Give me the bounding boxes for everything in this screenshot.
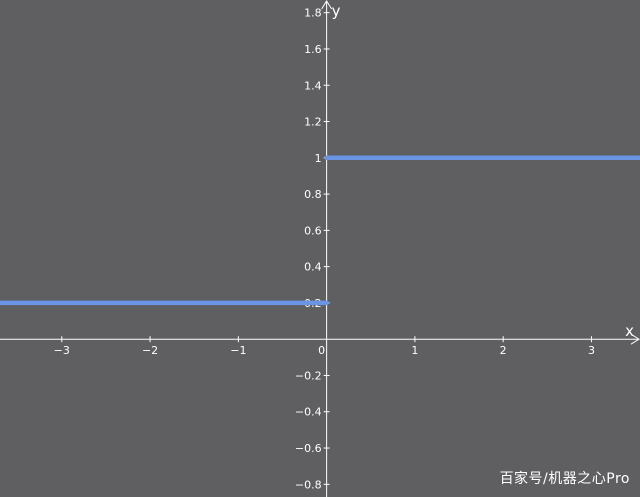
x-tick-label: 1 — [411, 344, 418, 357]
x-tick-label: −1 — [230, 344, 246, 357]
y-tick-label: 0.6 — [304, 224, 322, 237]
y-tick-label: 0.4 — [304, 261, 322, 274]
y-tick-label: 0.8 — [304, 188, 322, 201]
ticks: −3 −2 −1 0 1 2 3−0.8−0.6−0.4−0.20.20.40.60.811… — [54, 7, 595, 492]
y-tick-label: −0.6 — [295, 442, 322, 455]
x-axis-arrow — [630, 333, 640, 345]
x-tick-label: −2 — [142, 344, 158, 357]
y-axis-arrow — [321, 0, 333, 10]
y-tick-label: −0.4 — [295, 406, 322, 419]
y-tick-label: 1 — [315, 152, 322, 165]
y-tick-label: 1.8 — [304, 7, 322, 20]
y-axis-label: y — [332, 2, 341, 20]
y-tick-label: −0.2 — [295, 369, 322, 382]
series — [0, 155, 640, 306]
watermark: 百家号/机器之心Pro — [499, 471, 630, 487]
x-tick-label: 2 — [500, 344, 507, 357]
x-tick-label: −3 — [54, 344, 70, 357]
x-tick-label: 0 — [318, 344, 325, 357]
y-tick-label: −0.8 — [295, 478, 322, 491]
y-tick-label: 1.6 — [304, 43, 322, 56]
x-axis-label: x — [625, 322, 634, 340]
y-tick-label: 1.2 — [304, 116, 322, 129]
y-tick-label: 1.4 — [304, 79, 322, 92]
x-tick-label: 3 — [588, 344, 595, 357]
